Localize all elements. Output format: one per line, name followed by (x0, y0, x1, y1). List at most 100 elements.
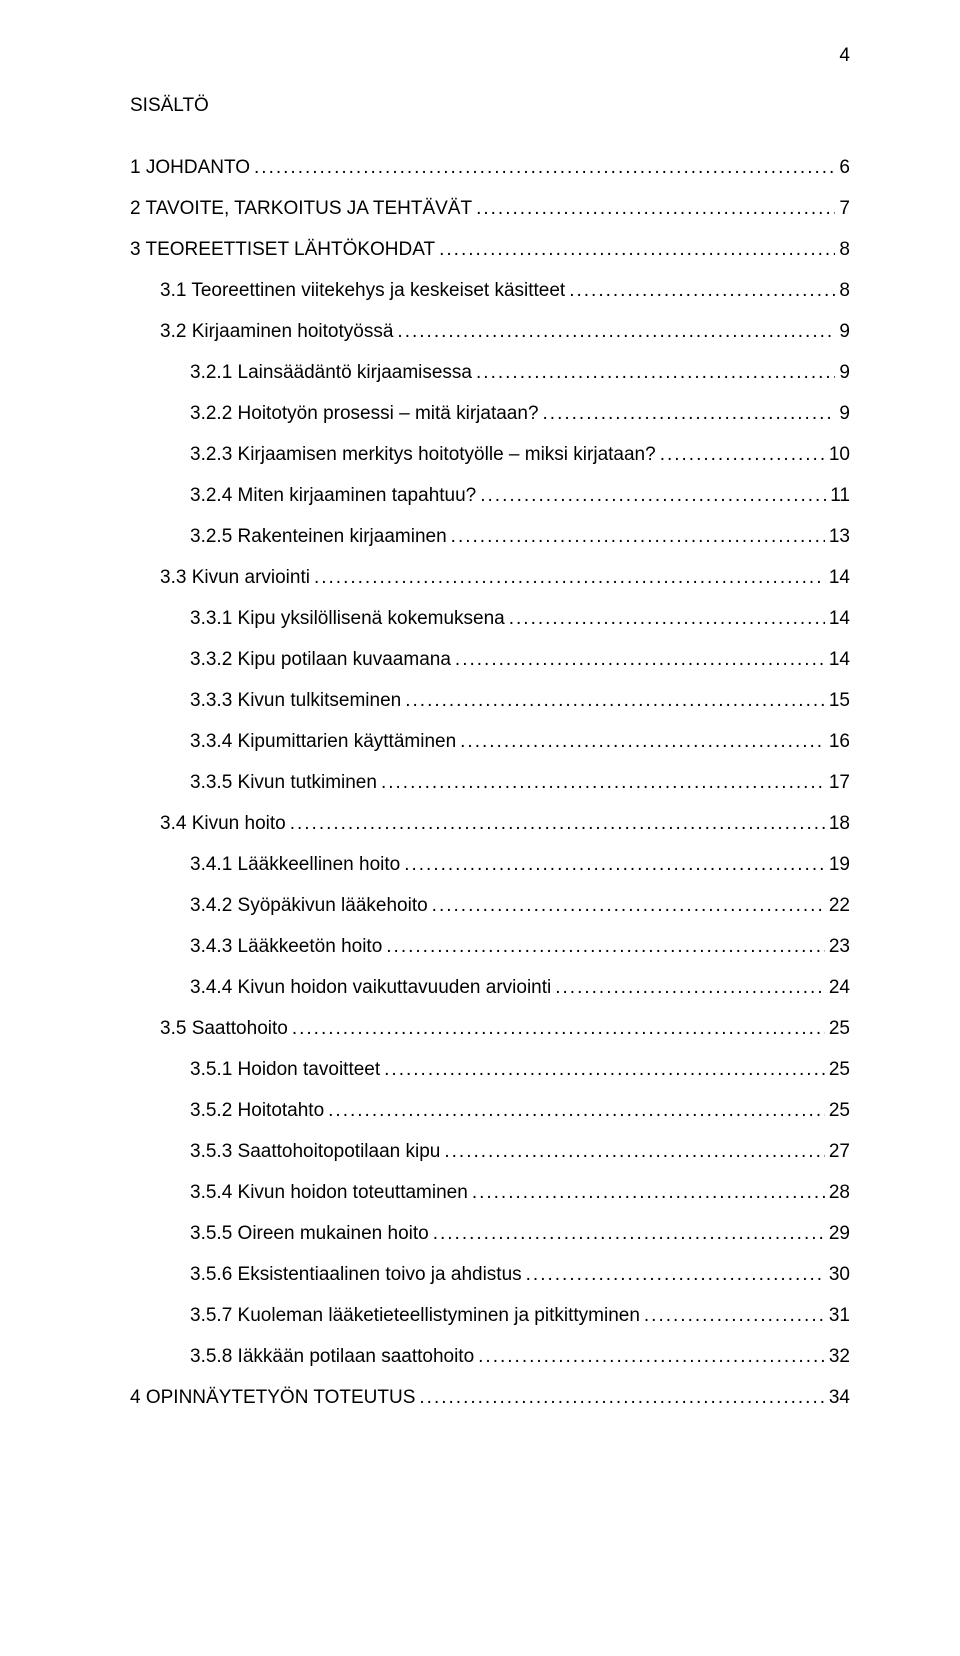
toc-entry[interactable]: 3.4.2 Syöpäkivun lääkehoito 22 (130, 895, 850, 917)
page-number: 4 (839, 45, 850, 67)
toc-leader-dots (644, 1305, 825, 1327)
toc-leader-dots (439, 239, 835, 261)
toc-entry[interactable]: 3.4 Kivun hoito18 (130, 813, 850, 835)
toc-entry-label: 3.5.8 Iäkkään potilaan saattohoito (190, 1346, 474, 1368)
toc-entry-page: 15 (829, 690, 850, 712)
toc-entry-label: 3.5.5 Oireen mukainen hoito (190, 1223, 429, 1245)
toc-entry-label: 2 TAVOITE, TARKOITUS JA TEHTÄVÄT (130, 198, 472, 220)
toc-entry-page: 9 (839, 362, 850, 384)
toc-leader-dots (328, 1100, 825, 1122)
toc-entry[interactable]: 3.4.1 Lääkkeellinen hoito 19 (130, 854, 850, 876)
toc-entry[interactable]: 3 TEOREETTISET LÄHTÖKOHDAT8 (130, 239, 850, 261)
toc-entry-label: 3.5.4 Kivun hoidon toteuttaminen (190, 1182, 468, 1204)
toc-entry-page: 14 (829, 567, 850, 589)
toc-entry[interactable]: 3.2.2 Hoitotyön prosessi – mitä kirjataa… (130, 403, 850, 425)
toc-entry[interactable]: 3.4.4 Kivun hoidon vaikuttavuuden arvioi… (130, 977, 850, 999)
toc-entry-label: 3.4 Kivun hoito (160, 813, 286, 835)
toc-entry[interactable]: 1 JOHDANTO 6 (130, 157, 850, 179)
toc-entry-page: 10 (829, 444, 850, 466)
toc-title: SISÄLTÖ (130, 95, 850, 117)
toc-leader-dots (397, 321, 835, 343)
toc-entry-label: 3.2.3 Kirjaamisen merkitys hoitotyölle –… (190, 444, 656, 466)
toc-entry-page: 7 (839, 198, 850, 220)
toc-entry[interactable]: 3.2.3 Kirjaamisen merkitys hoitotyölle –… (130, 444, 850, 466)
toc-entry-page: 8 (839, 239, 850, 261)
toc-entry-label: 3.4.1 Lääkkeellinen hoito (190, 854, 400, 876)
toc-entry[interactable]: 3.5.2 Hoitotahto25 (130, 1100, 850, 1122)
toc-entry-label: 3.3.2 Kipu potilaan kuvaamana (190, 649, 451, 671)
toc-leader-dots (555, 977, 825, 999)
toc-leader-dots (478, 1346, 825, 1368)
toc-entry-page: 34 (829, 1387, 850, 1409)
toc-entry-label: 3.2 Kirjaaminen hoitotyössä (160, 321, 393, 343)
toc-leader-dots (480, 485, 826, 507)
table-of-contents: 1 JOHDANTO 6 2 TAVOITE, TARKOITUS JA TEHTÄ… (130, 157, 850, 1409)
toc-entry-page: 9 (839, 403, 850, 425)
toc-leader-dots (476, 198, 835, 220)
toc-entry[interactable]: 3.3.1 Kipu yksilöllisenä kokemuksena14 (130, 608, 850, 630)
toc-entry-page: 29 (829, 1223, 850, 1245)
toc-leader-dots (472, 1182, 825, 1204)
toc-entry-label: 3.5 Saattohoito (160, 1018, 288, 1040)
toc-entry-label: 3.3.3 Kivun tulkitseminen (190, 690, 401, 712)
toc-entry-label: 3.2.1 Lainsäädäntö kirjaamisessa (190, 362, 472, 384)
toc-entry-page: 13 (829, 526, 850, 548)
toc-entry[interactable]: 3.3.4 Kipumittarien käyttäminen16 (130, 731, 850, 753)
toc-entry-page: 22 (829, 895, 850, 917)
toc-entry[interactable]: 3.1 Teoreettinen viitekehys ja keskeiset… (130, 280, 850, 302)
toc-entry[interactable]: 3.5.6 Eksistentiaalinen toivo ja ahdistu… (130, 1264, 850, 1286)
toc-leader-dots (381, 772, 825, 794)
toc-entry-page: 25 (829, 1059, 850, 1081)
toc-leader-dots (460, 731, 825, 753)
toc-entry[interactable]: 3.4.3 Lääkkeetön hoito23 (130, 936, 850, 958)
toc-leader-dots (509, 608, 825, 630)
toc-entry-page: 31 (829, 1305, 850, 1327)
toc-entry[interactable]: 3.5.4 Kivun hoidon toteuttaminen 28 (130, 1182, 850, 1204)
toc-entry[interactable]: 3.2 Kirjaaminen hoitotyössä 9 (130, 321, 850, 343)
toc-leader-dots (314, 567, 825, 589)
toc-entry[interactable]: 3.3 Kivun arviointi 14 (130, 567, 850, 589)
toc-entry[interactable]: 3.5.5 Oireen mukainen hoito 29 (130, 1223, 850, 1245)
toc-leader-dots (476, 362, 835, 384)
toc-entry[interactable]: 3.3.5 Kivun tutkiminen 17 (130, 772, 850, 794)
toc-entry[interactable]: 3.5.8 Iäkkään potilaan saattohoito32 (130, 1346, 850, 1368)
toc-entry-page: 24 (829, 977, 850, 999)
toc-entry-label: 3.2.4 Miten kirjaaminen tapahtuu? (190, 485, 476, 507)
toc-entry[interactable]: 2 TAVOITE, TARKOITUS JA TEHTÄVÄT 7 (130, 198, 850, 220)
toc-entry-label: 3.5.3 Saattohoitopotilaan kipu (190, 1141, 440, 1163)
toc-entry-label: 3.3.1 Kipu yksilöllisenä kokemuksena (190, 608, 505, 630)
toc-entry[interactable]: 4 OPINNÄYTETYÖN TOTEUTUS34 (130, 1387, 850, 1409)
toc-entry-label: 3.5.2 Hoitotahto (190, 1100, 324, 1122)
toc-entry-label: 3.3.5 Kivun tutkiminen (190, 772, 377, 794)
toc-leader-dots (526, 1264, 825, 1286)
toc-entry-page: 9 (839, 321, 850, 343)
toc-entry[interactable]: 3.5.3 Saattohoitopotilaan kipu27 (130, 1141, 850, 1163)
toc-entry[interactable]: 3.2.5 Rakenteinen kirjaaminen 13 (130, 526, 850, 548)
toc-entry[interactable]: 3.5 Saattohoito25 (130, 1018, 850, 1040)
toc-leader-dots (384, 1059, 825, 1081)
toc-entry[interactable]: 3.5.1 Hoidon tavoitteet25 (130, 1059, 850, 1081)
toc-entry-page: 6 (839, 157, 850, 179)
toc-leader-dots (290, 813, 825, 835)
toc-entry-label: 3.2.5 Rakenteinen kirjaaminen (190, 526, 447, 548)
toc-entry[interactable]: 3.3.3 Kivun tulkitseminen 15 (130, 690, 850, 712)
toc-entry[interactable]: 3.2.4 Miten kirjaaminen tapahtuu?11 (130, 485, 850, 507)
toc-entry[interactable]: 3.3.2 Kipu potilaan kuvaamana14 (130, 649, 850, 671)
toc-entry-label: 3.5.7 Kuoleman lääketieteellistyminen ja… (190, 1305, 640, 1327)
toc-leader-dots (660, 444, 825, 466)
toc-entry[interactable]: 3.2.1 Lainsäädäntö kirjaamisessa 9 (130, 362, 850, 384)
toc-entry[interactable]: 3.5.7 Kuoleman lääketieteellistyminen ja… (130, 1305, 850, 1327)
toc-leader-dots (292, 1018, 825, 1040)
toc-entry-page: 19 (829, 854, 850, 876)
toc-entry-label: 3.4.2 Syöpäkivun lääkehoito (190, 895, 428, 917)
toc-leader-dots (455, 649, 825, 671)
toc-entry-label: 3.3 Kivun arviointi (160, 567, 310, 589)
toc-leader-dots (433, 1223, 825, 1245)
toc-entry-page: 28 (829, 1182, 850, 1204)
toc-entry-label: 1 JOHDANTO (130, 157, 250, 179)
toc-entry-page: 30 (829, 1264, 850, 1286)
toc-entry-page: 16 (829, 731, 850, 753)
toc-entry-label: 3.4.3 Lääkkeetön hoito (190, 936, 382, 958)
toc-entry-page: 17 (829, 772, 850, 794)
toc-leader-dots (254, 157, 835, 179)
